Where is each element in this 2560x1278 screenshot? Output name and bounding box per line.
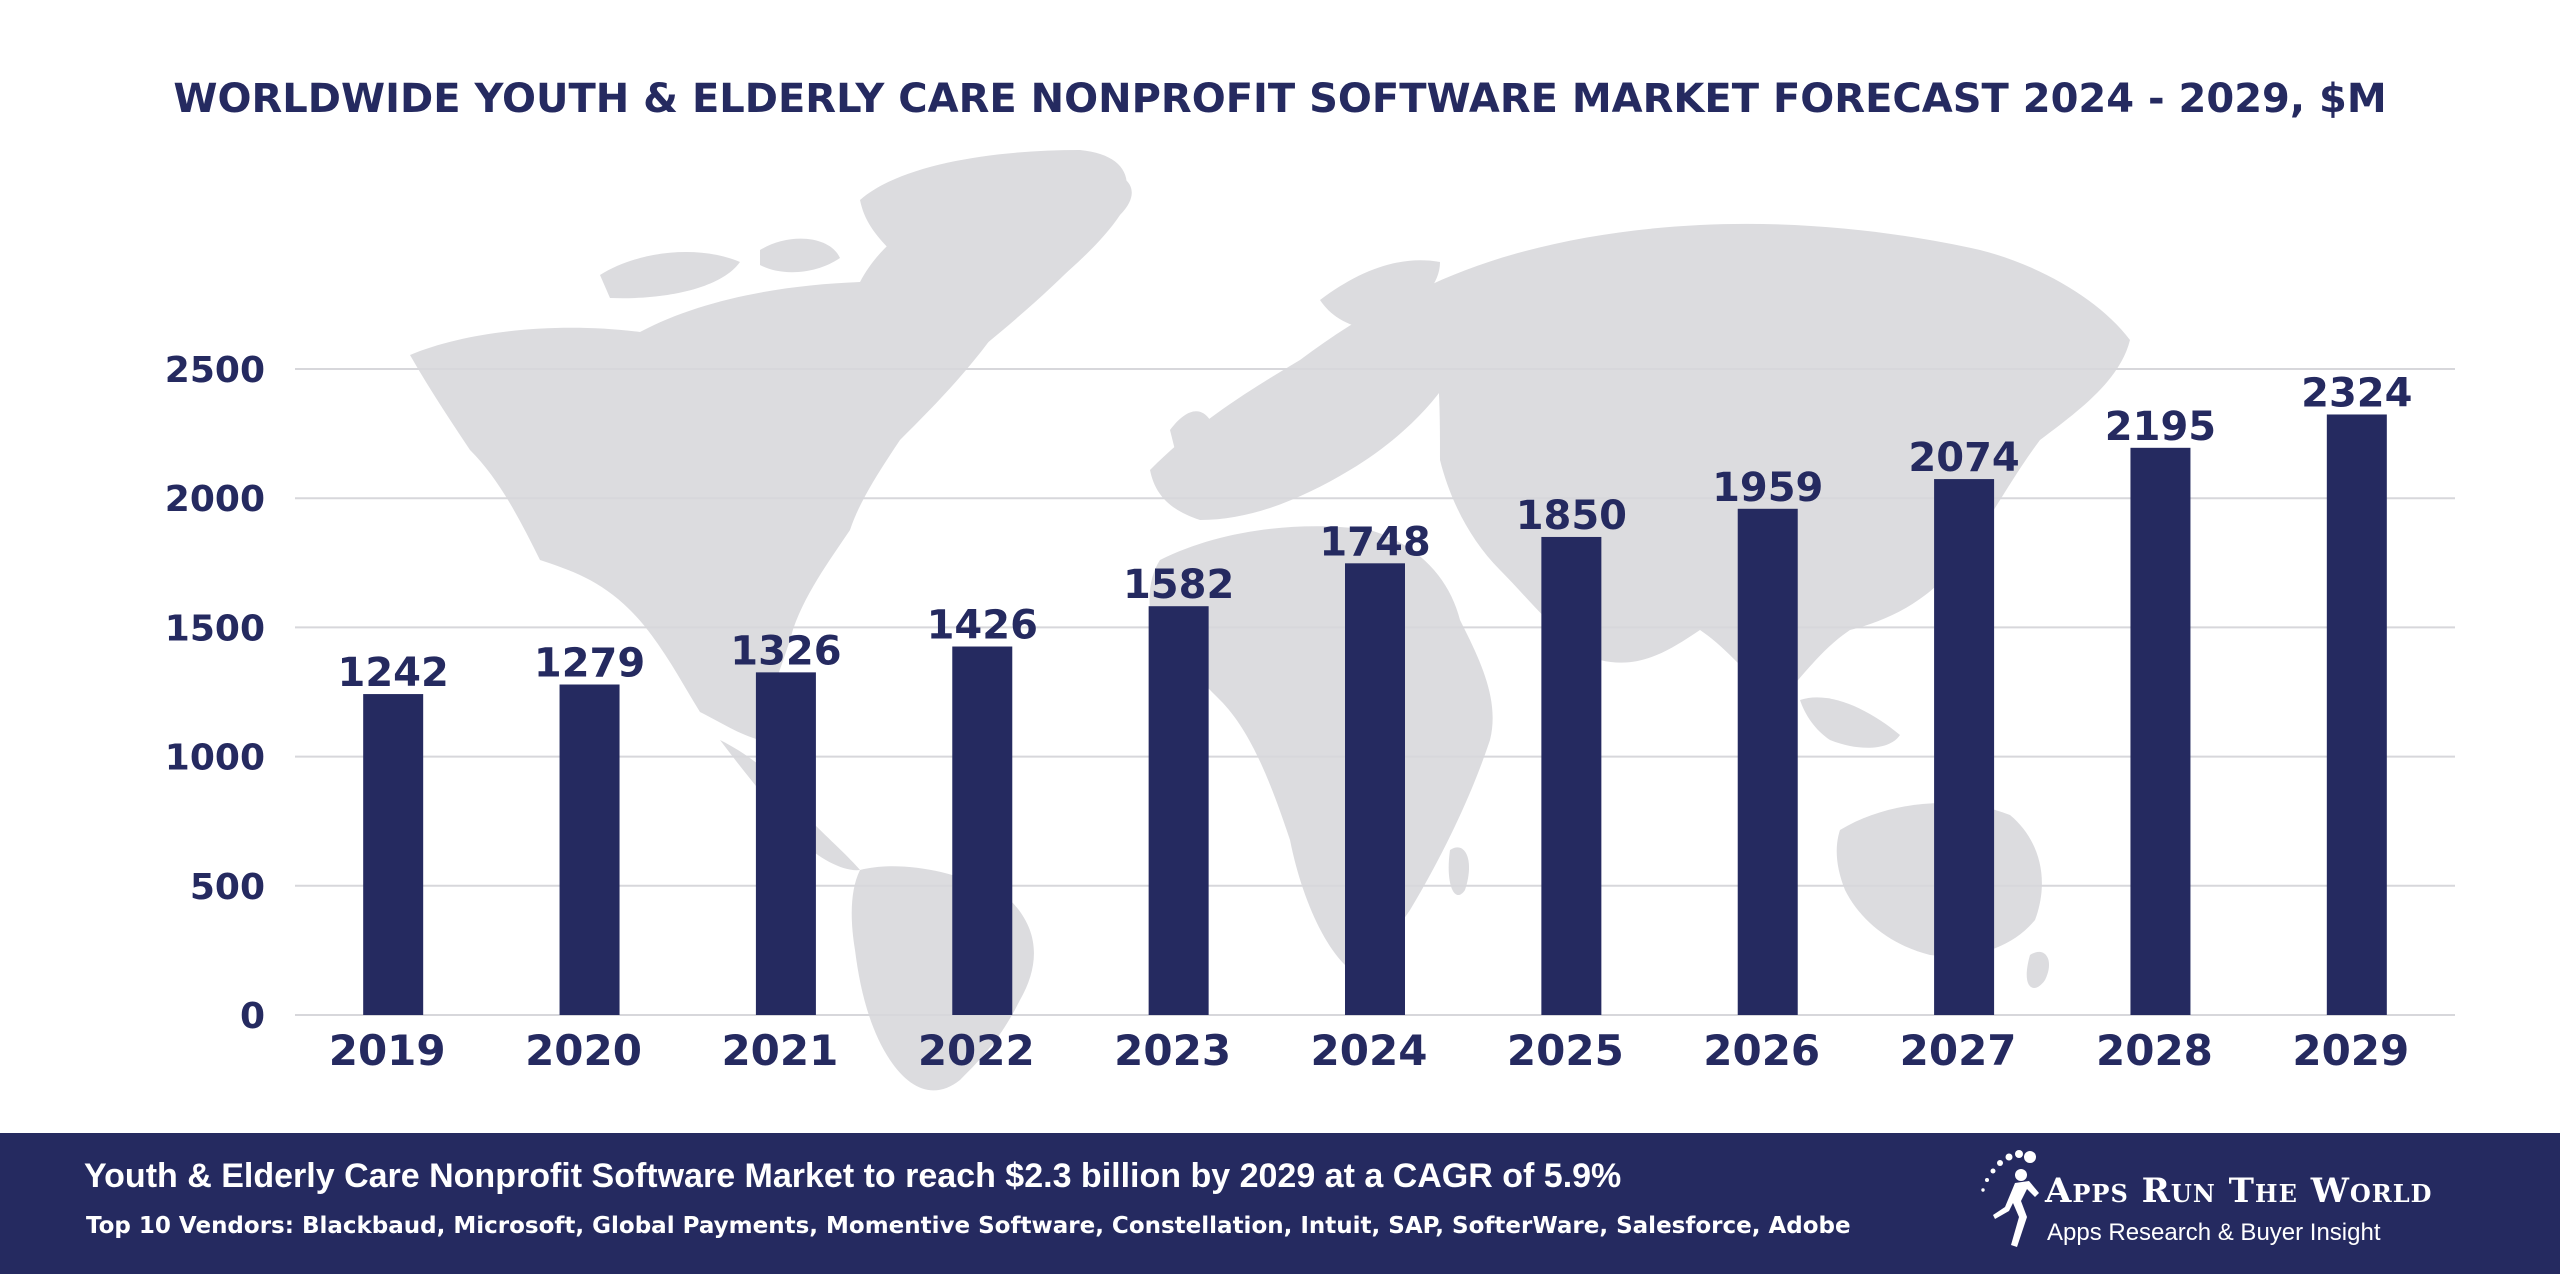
x-tick-label: 2020 <box>525 1026 642 1075</box>
data-label: 1850 <box>1516 493 1627 539</box>
bar-2024 <box>1345 563 1405 1015</box>
footer-banner: Youth & Elderly Care Nonprofit Software … <box>0 1133 2560 1274</box>
data-label: 2324 <box>2301 370 2412 416</box>
runner-logo-icon <box>1981 1150 2039 1247</box>
data-label: 1242 <box>338 650 449 696</box>
map-scandinavia <box>1320 260 1440 330</box>
map-new-zealand <box>2026 951 2050 988</box>
brand-name: Apps Run The World <box>2045 1171 2433 1211</box>
data-label: 1748 <box>1319 519 1430 565</box>
bars <box>363 414 2387 1016</box>
map-uk <box>1170 411 1210 451</box>
data-label: 1279 <box>534 641 645 687</box>
y-tick-label: 2000 <box>165 479 265 520</box>
footer-vendors: Top 10 Vendors: Blackbaud, Microsoft, Gl… <box>86 1213 1851 1239</box>
y-tick-label: 0 <box>240 996 265 1037</box>
x-tick-label: 2021 <box>721 1026 838 1075</box>
x-tick-label: 2024 <box>1311 1026 1428 1075</box>
data-label: 1326 <box>730 628 841 674</box>
x-tick-label: 2025 <box>1507 1026 1624 1075</box>
x-tick-label: 2026 <box>1703 1026 1820 1075</box>
bar-2023 <box>1148 606 1209 1015</box>
bar-2019 <box>363 694 424 1015</box>
x-tick-label: 2027 <box>1900 1026 2017 1075</box>
data-label: 1582 <box>1123 562 1234 608</box>
map-arctic-islands-2 <box>760 238 840 273</box>
bar-2025 <box>1541 536 1602 1015</box>
y-tick-label: 500 <box>190 867 265 908</box>
x-tick-label: 2029 <box>2292 1026 2409 1075</box>
map-madagascar <box>1448 847 1470 896</box>
map-europe <box>1150 290 1463 520</box>
brand-logo: Apps Run The World Apps Research & Buyer… <box>1975 1145 2495 1265</box>
y-tick-label: 1000 <box>165 738 265 779</box>
x-axis-ticks: 2019 2020 2021 2022 2023 2024 2025 2026 2027 2028… <box>329 1026 2410 1075</box>
bar-2029 <box>2326 414 2387 1015</box>
bar-2026 <box>1737 508 1798 1015</box>
data-label: 2195 <box>2105 404 2216 450</box>
map-southeast-asia <box>1800 697 1900 748</box>
x-tick-label: 2023 <box>1114 1026 1231 1075</box>
y-axis-ticks: 0 500 1000 1500 2000 2500 <box>165 350 265 1037</box>
data-label: 1426 <box>927 603 1038 649</box>
y-tick-label: 2500 <box>165 350 265 391</box>
chart-title: WORLDWIDE YOUTH & ELDERLY CARE NONPROFIT… <box>173 76 2386 122</box>
data-label: 2074 <box>1908 435 2019 481</box>
map-greenland <box>860 150 1127 365</box>
y-tick-label: 1500 <box>165 608 265 649</box>
map-africa <box>1149 526 1493 965</box>
bar-2020 <box>559 684 620 1015</box>
x-tick-label: 2019 <box>329 1026 446 1075</box>
brand-tagline: Apps Research & Buyer Insight <box>2047 1219 2381 1246</box>
x-tick-label: 2022 <box>918 1026 1035 1075</box>
data-labels: 1242 1279 1326 1426 1582 1748 1850 1959 2074 2195… <box>338 370 2413 696</box>
bar-2022 <box>952 646 1013 1015</box>
bar-2028 <box>2130 447 2191 1015</box>
bar-2021 <box>755 672 816 1015</box>
x-tick-label: 2028 <box>2096 1026 2213 1075</box>
footer-headline: Youth & Elderly Care Nonprofit Software … <box>84 1157 1622 1195</box>
map-arctic-islands <box>600 252 740 299</box>
world-map-background <box>410 150 2130 1091</box>
bar-2027 <box>1934 479 1995 1016</box>
data-label: 1959 <box>1712 465 1823 511</box>
